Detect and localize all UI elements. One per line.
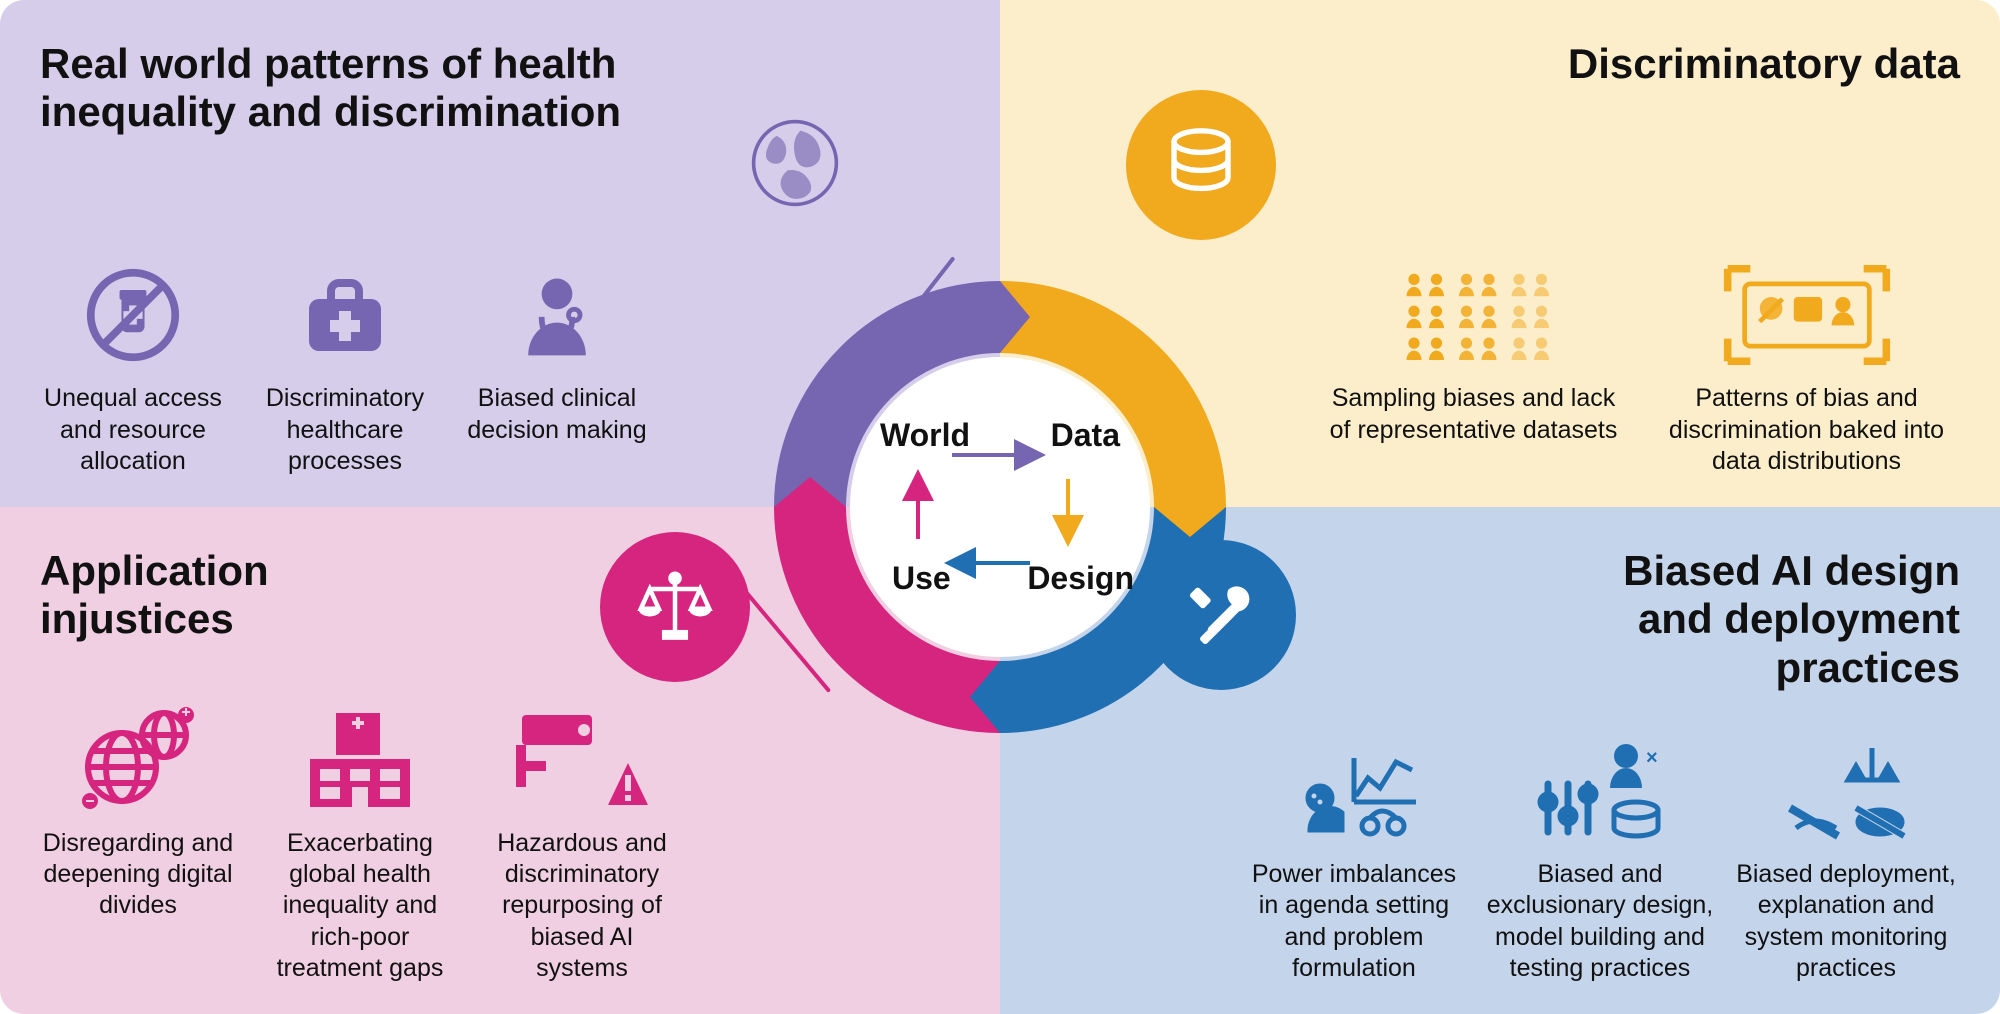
item-exclusionary-design: × Biased and exclusionary design, model … xyxy=(1486,731,1714,984)
item-label: Disregarding and deepening digital divid… xyxy=(40,828,236,922)
quadrant-world-title: Real world patterns of health inequality… xyxy=(40,40,680,137)
item-unequal-access: Unequal access and resource allocation xyxy=(40,255,226,477)
item-label: Sampling biases and lack of representati… xyxy=(1320,383,1627,446)
item-power-imbalance: Power imbalances in agenda setting and p… xyxy=(1240,731,1468,984)
globes-icon xyxy=(78,700,198,820)
quadrant-design-title: Biased AI design and deployment practice… xyxy=(1540,547,1960,692)
quadrant-world: Real world patterns of health inequality… xyxy=(0,0,1000,507)
quadrant-use-title: Application injustices xyxy=(40,547,340,644)
tools-icon xyxy=(1146,540,1296,690)
item-biased-deployment: Biased deployment, explanation and syste… xyxy=(1732,731,1960,984)
agenda-icon xyxy=(1284,731,1424,851)
no-meds-icon xyxy=(85,255,181,375)
item-label: Discriminatory healthcare processes xyxy=(252,383,438,477)
hospital-icon xyxy=(300,700,420,820)
quadrant-data: Discriminatory data xyxy=(1000,0,2000,507)
deploy-icon xyxy=(1776,731,1916,851)
globe-icon xyxy=(700,68,890,258)
medkit-icon xyxy=(295,255,395,375)
item-sampling-bias: Sampling biases and lack of representati… xyxy=(1320,255,1627,477)
quadrant-use-items: Disregarding and deepening digital divid… xyxy=(40,700,680,984)
quadrant-design-items: Power imbalances in agenda setting and p… xyxy=(1240,731,1960,984)
quadrant-design: Biased AI design and deployment practice… xyxy=(1000,507,2000,1014)
item-label: Patterns of bias and discrimination bake… xyxy=(1653,383,1960,477)
item-label: Biased clinical decision making xyxy=(464,383,650,446)
database-icon xyxy=(1126,90,1276,240)
scales-icon xyxy=(600,532,750,682)
item-label: Hazardous and discriminatory repurposing… xyxy=(484,828,680,984)
svg-text:×: × xyxy=(1646,747,1658,769)
modeling-icon: × xyxy=(1530,731,1670,851)
item-baked-bias: Patterns of bias and discrimination bake… xyxy=(1653,255,1960,477)
data-card-icon xyxy=(1722,255,1892,375)
quadrant-use: Application injustices xyxy=(0,507,1000,1014)
doctor-icon xyxy=(509,255,605,375)
quadrant-data-items: Sampling biases and lack of representati… xyxy=(1320,255,1960,477)
item-label: Unequal access and resource allocation xyxy=(40,383,226,477)
item-label: Exacerbating global health inequality an… xyxy=(262,828,458,984)
item-digital-divides: Disregarding and deepening digital divid… xyxy=(40,700,236,984)
quadrant-world-items: Unequal access and resource allocation D… xyxy=(40,255,650,477)
item-label: Power imbalances in agenda setting and p… xyxy=(1240,859,1468,984)
item-biased-clinical: Biased clinical decision making xyxy=(464,255,650,477)
item-label: Biased deployment, explanation and syste… xyxy=(1732,859,1960,984)
cctv-warn-icon xyxy=(512,700,652,820)
item-discriminatory-processes: Discriminatory healthcare processes xyxy=(252,255,438,477)
crowd-icon xyxy=(1399,255,1549,375)
item-hazardous-repurposing: Hazardous and discriminatory repurposing… xyxy=(484,700,680,984)
item-global-inequality: Exacerbating global health inequality an… xyxy=(262,700,458,984)
quadrant-data-title: Discriminatory data xyxy=(1568,40,1960,88)
item-label: Biased and exclusionary design, model bu… xyxy=(1486,859,1714,984)
